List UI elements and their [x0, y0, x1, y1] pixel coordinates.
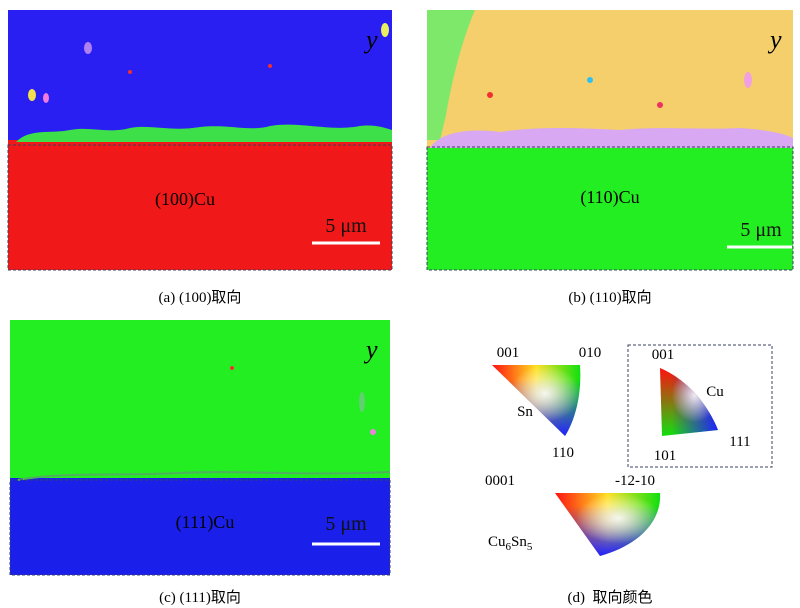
- corner-label: 110: [552, 445, 574, 461]
- scale-bar-label: 5 μm: [740, 219, 782, 241]
- crystal-label: (110)Cu: [580, 187, 639, 208]
- grain: [587, 77, 593, 83]
- grain: [370, 429, 376, 435]
- scale-bar-label: 5 μm: [325, 513, 367, 535]
- phase-label: Cu6Sn5: [488, 534, 533, 553]
- grain: [381, 23, 389, 37]
- grain: [230, 366, 234, 370]
- corner-label: 010: [579, 345, 602, 361]
- grain: [744, 72, 752, 88]
- label-part: Sn: [511, 534, 527, 550]
- axis-label: y: [767, 25, 782, 54]
- grain: [28, 89, 36, 101]
- corner-label: 101: [654, 448, 677, 464]
- label-subscript: 5: [527, 541, 533, 553]
- axis-label: y: [363, 25, 378, 54]
- phase-label: Cu: [706, 384, 724, 400]
- phase-label: Sn: [517, 404, 533, 420]
- label-part: Cu: [488, 534, 506, 550]
- corner-label: 111: [729, 434, 750, 450]
- cu6sn5-triangle: [555, 493, 660, 556]
- caption: (a) (100)取向: [159, 289, 242, 306]
- corner-label: 0001: [485, 473, 515, 489]
- crystal-label: (111)Cu: [176, 512, 235, 533]
- map-region: [427, 148, 793, 270]
- scale-bar-label: 5 μm: [325, 215, 367, 237]
- map-region: [8, 10, 392, 142]
- panel-b: y (110)Cu 5 μm (b) (110)取向: [427, 10, 793, 306]
- grain: [657, 102, 663, 108]
- panel-d: 001 010 110 Sn 001 101 111 Cu 0001 -12-1…: [485, 345, 772, 606]
- grain: [84, 42, 92, 54]
- grain: [359, 392, 365, 412]
- grain: [43, 93, 49, 103]
- caption: (c) (111)取向: [159, 589, 241, 606]
- grain: [487, 92, 493, 98]
- sn-triangle: [492, 365, 580, 436]
- figure: y (100)Cu 5 μm (a) (100)取向 y (110)Cu 5 μ…: [0, 0, 800, 608]
- axis-label: y: [363, 335, 378, 364]
- corner-label: -12-10: [615, 473, 655, 489]
- grain: [268, 64, 272, 68]
- caption: (d) 取向颜色: [568, 589, 653, 606]
- grain: [128, 70, 132, 74]
- panel-a: y (100)Cu 5 μm (a) (100)取向: [8, 10, 392, 306]
- panel-c: y (111)Cu 5 μm (c) (111)取向: [10, 320, 390, 606]
- crystal-label: (100)Cu: [155, 189, 215, 210]
- map-region: [10, 320, 390, 480]
- caption: (b) (110)取向: [568, 289, 651, 306]
- corner-label: 001: [652, 347, 675, 363]
- corner-label: 001: [497, 345, 520, 361]
- cu-triangle: [660, 368, 718, 436]
